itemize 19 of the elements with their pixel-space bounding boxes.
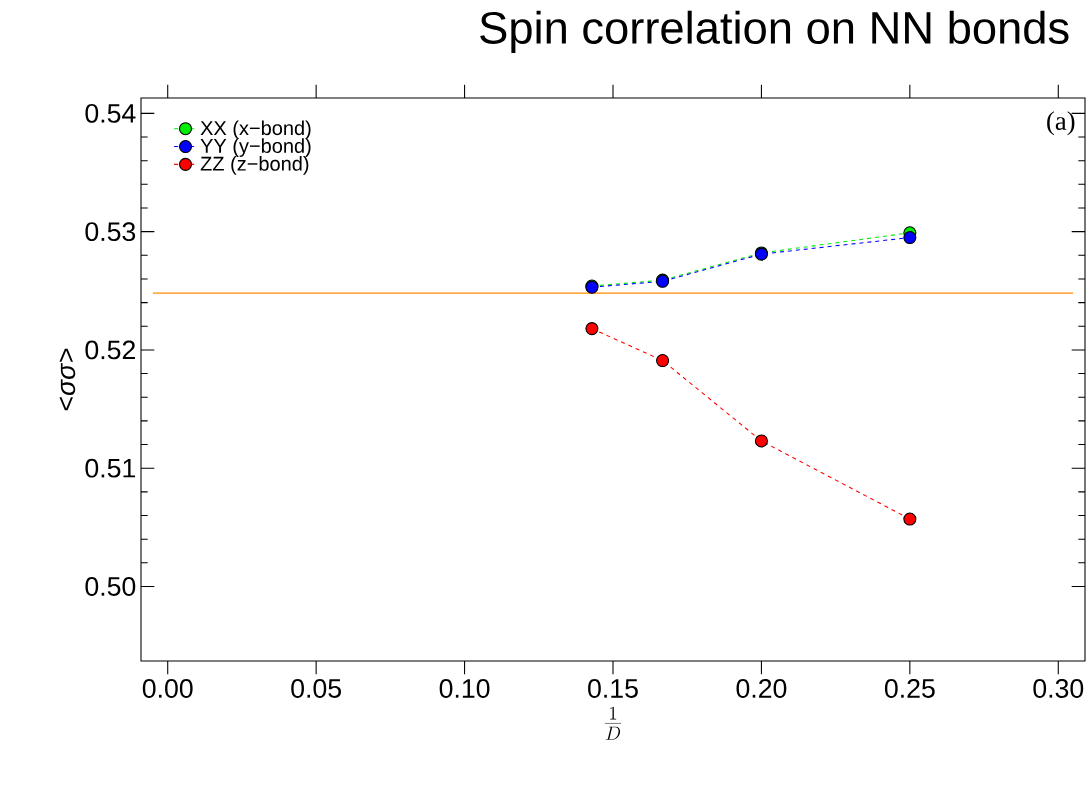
x-axis-title: $\frac{1}{D}$ — [604, 706, 622, 740]
x-tick-label: 0.20 — [736, 679, 787, 698]
y-axis-title: <σσ> — [59, 348, 76, 411]
x-tick-label: 0.05 — [291, 679, 341, 698]
x-tick-label: 0.25 — [884, 679, 935, 698]
legend-label: XX (x−bond) — [200, 120, 311, 140]
x-tick-label: 0.10 — [439, 679, 490, 698]
x-tick-label: 0.00 — [142, 679, 193, 698]
chart-title: Spin correlation on NN bonds — [480, 10, 1069, 53]
y-tick-label: 0.54 — [85, 103, 136, 123]
y-tick-label: 0.52 — [85, 340, 135, 360]
legend-label: ZZ (z−bond) — [200, 156, 309, 175]
x-tick-label: 0.15 — [588, 679, 638, 698]
y-tick-label: 0.53 — [85, 222, 136, 242]
legend-label: YY (y−bond) — [200, 138, 311, 157]
y-tick-label: 0.50 — [85, 577, 136, 596]
annotation: (a) — [1047, 111, 1075, 136]
x-tick-label: 0.30 — [1033, 679, 1084, 698]
y-tick-label: 0.51 — [85, 458, 135, 478]
